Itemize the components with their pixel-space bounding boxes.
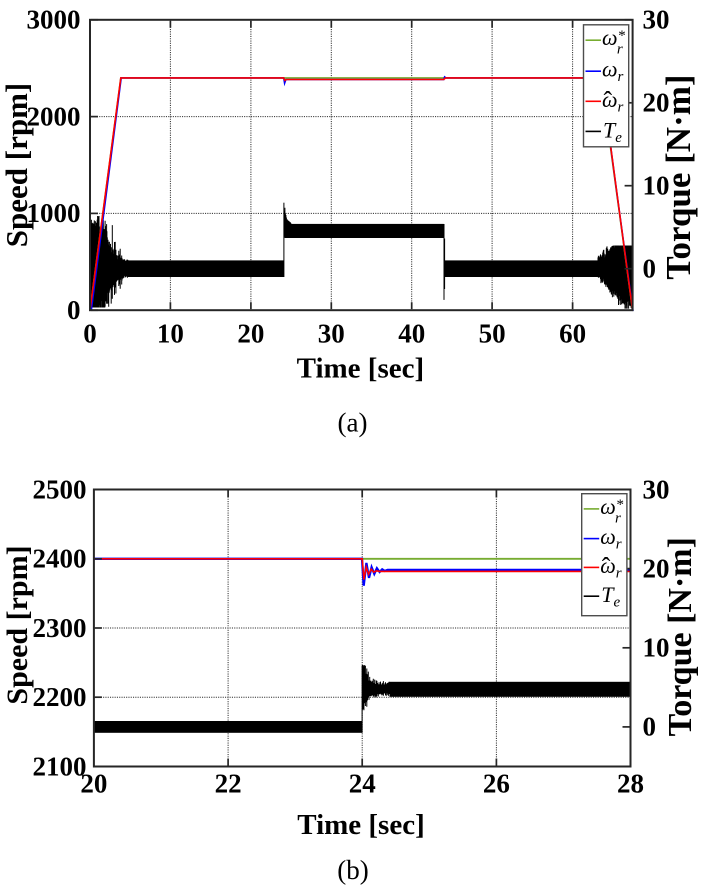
svg-text:50: 50 [479, 319, 506, 349]
svg-text:Torque [N·m]: Torque [N·m] [662, 537, 699, 736]
svg-text:10: 10 [643, 633, 670, 663]
svg-text:30: 30 [643, 5, 670, 35]
svg-text:Torque [N·m]: Torque [N·m] [659, 74, 698, 279]
svg-text:2000: 2000 [27, 101, 81, 131]
svg-text:Time [sec]: Time [sec] [297, 809, 425, 841]
svg-text:30: 30 [318, 319, 345, 349]
svg-text:28: 28 [617, 769, 644, 799]
svg-text:ˆ: ˆ [604, 86, 613, 115]
svg-text:2300: 2300 [33, 613, 87, 643]
svg-text:3000: 3000 [27, 5, 81, 35]
svg-text:40: 40 [398, 319, 425, 349]
svg-text:20: 20 [643, 553, 670, 583]
svg-text:(b): (b) [337, 855, 368, 885]
svg-text:0: 0 [67, 295, 81, 325]
svg-text:20: 20 [643, 88, 670, 118]
svg-text:24: 24 [349, 769, 376, 799]
svg-text:10: 10 [157, 319, 184, 349]
svg-text:ω*r: ω* r [602, 25, 626, 58]
svg-text:2500: 2500 [33, 474, 87, 504]
svg-text:2200: 2200 [33, 682, 87, 712]
svg-text:(a): (a) [338, 408, 368, 438]
svg-text:20: 20 [237, 319, 264, 349]
svg-text:0: 0 [643, 254, 657, 284]
svg-text:2100: 2100 [33, 751, 87, 781]
svg-text:22: 22 [215, 769, 242, 799]
svg-text:20: 20 [80, 769, 107, 799]
svg-text:2400: 2400 [33, 544, 87, 574]
svg-text:Speed [rpm]: Speed [rpm] [1, 545, 34, 704]
svg-text:60: 60 [559, 319, 586, 349]
svg-text:0: 0 [83, 319, 97, 349]
svg-text:Speed [rpm]: Speed [rpm] [0, 83, 34, 247]
svg-text:ω*r: ω* r [600, 494, 624, 527]
svg-text:26: 26 [483, 769, 510, 799]
svg-text:ˆ: ˆ [602, 552, 611, 581]
svg-text:0: 0 [643, 712, 657, 742]
svg-text:Time [sec]: Time [sec] [297, 353, 425, 385]
svg-text:10: 10 [643, 171, 670, 201]
svg-text:30: 30 [643, 474, 670, 504]
svg-text:1000: 1000 [27, 198, 81, 228]
